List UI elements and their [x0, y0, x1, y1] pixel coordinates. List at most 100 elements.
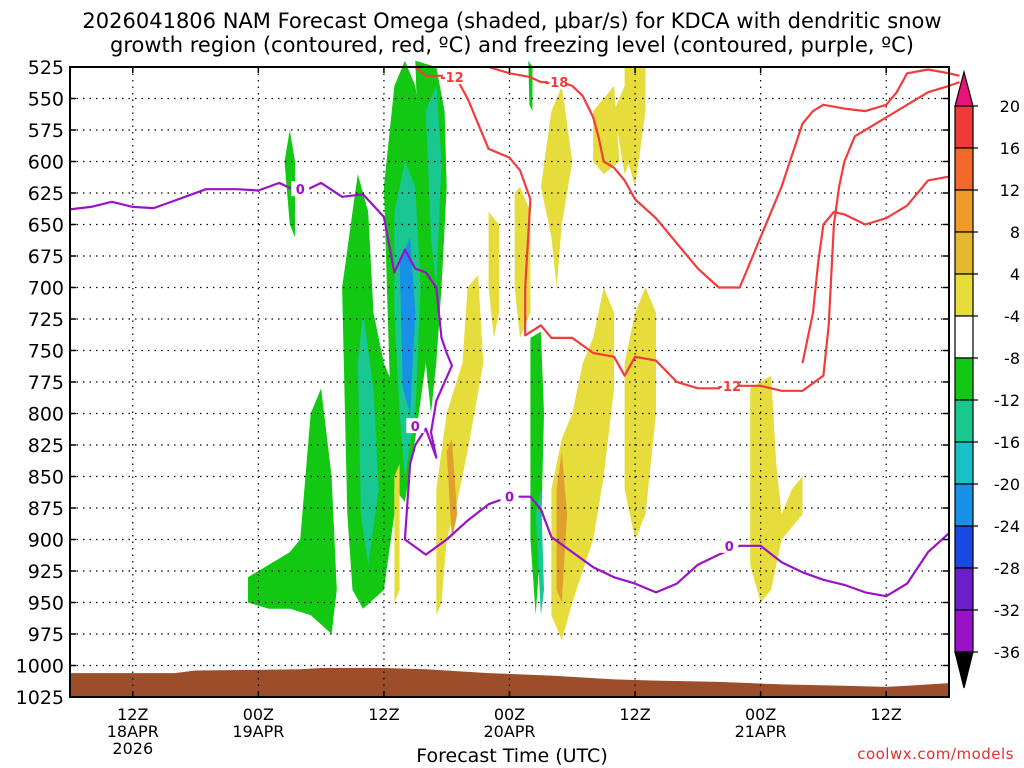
colorbar-top-arrow: [954, 69, 974, 107]
chart-title-line-2: growth region (contoured, red, ºC) and f…: [110, 33, 914, 57]
y-tick-label: 550: [28, 89, 64, 111]
x-tick-label: 00Z: [243, 705, 274, 724]
x-tick-label: 00Z: [745, 705, 776, 724]
y-tick-label: 1025: [16, 687, 64, 709]
y-tick-label: 575: [28, 120, 64, 142]
colorbar-label: -8: [1004, 349, 1020, 368]
y-tick-label: 775: [28, 372, 64, 394]
contour-line: [69, 181, 950, 598]
colorbar-segment: [954, 231, 974, 275]
y-tick-label: 750: [28, 341, 64, 363]
y-tick-label: 625: [28, 183, 64, 205]
colorbar-label: -32: [994, 601, 1020, 620]
y-tick-label: 875: [28, 498, 64, 520]
x-tick-label: 00Z: [494, 705, 525, 724]
omega-blob: [624, 287, 656, 540]
contour-label: -18: [545, 76, 569, 91]
y-tick-label: 800: [28, 404, 64, 426]
colorbar-segment: [954, 273, 974, 317]
omega-blob: [436, 274, 484, 616]
omega-blob: [399, 237, 416, 414]
omega-blob: [247, 388, 337, 634]
omega-blob: [425, 85, 442, 288]
y-tick-label: 725: [28, 309, 64, 331]
colorbar-segment: [954, 189, 974, 233]
colorbar-segment: [954, 609, 974, 653]
terrain-layer: [70, 668, 949, 697]
colorbar-bottom-arrow: [954, 651, 974, 689]
contour-label-bg: [500, 488, 519, 504]
colorbar-label: 16: [1000, 139, 1020, 158]
y-tick-label: 900: [28, 530, 64, 552]
x-tick-label: 21APR: [735, 722, 787, 741]
colorbar-segment: [954, 441, 974, 485]
y-tick-label: 600: [28, 152, 64, 174]
x-tick-label: 12Z: [871, 705, 902, 724]
omega-blob: [556, 451, 568, 603]
contour-label-bg: [442, 69, 461, 85]
omega-blob: [514, 186, 531, 338]
contour-label-bg: [291, 181, 310, 197]
omega-blob: [488, 211, 499, 338]
axes-layer: 525 550 575 600 625 650 675 700 725 750 775 800 825 8…: [16, 57, 950, 758]
x-tick-label: 2026: [112, 739, 153, 758]
y-tick-label: 700: [28, 278, 64, 300]
y-tick-label: 975: [28, 624, 64, 646]
contour-label: 0: [411, 420, 420, 435]
grid-layer: [70, 67, 949, 697]
x-tick-label: 18APR: [107, 722, 159, 741]
contour-label: 0: [725, 540, 734, 555]
colorbar-label: -36: [994, 643, 1020, 662]
omega-blob: [593, 85, 620, 175]
contour-label-bg: [406, 418, 425, 434]
contour-label-bg: [720, 537, 739, 553]
omega-blob: [535, 489, 544, 616]
watermark: coolwx.com/models: [857, 745, 1014, 763]
x-tick-label: 12Z: [368, 705, 399, 724]
y-tick-label: 950: [28, 593, 64, 615]
contour-line: [801, 175, 950, 364]
omega-blob: [357, 312, 379, 565]
y-tick-label: 650: [28, 215, 64, 237]
omega-blob: [530, 331, 544, 616]
omega-shading-layer: [247, 60, 803, 641]
omega-blob: [284, 130, 295, 238]
y-tick-label: 675: [28, 246, 64, 268]
colorbar-segment: [954, 399, 974, 443]
omega-blob: [750, 375, 803, 603]
y-tick-label: 1000: [16, 656, 64, 678]
contour-line: [488, 65, 960, 289]
omega-blob: [446, 438, 458, 540]
contour-line: [414, 66, 960, 392]
omega-blob: [528, 60, 533, 112]
colorbar-segment: [954, 567, 974, 611]
x-tick-label: 19APR: [232, 722, 284, 741]
x-tick-label: 12Z: [619, 705, 650, 724]
contour-label: -12: [440, 71, 464, 86]
x-tick-label: 12Z: [117, 705, 148, 724]
colorbar-segment: [954, 147, 974, 191]
colorbar-segment: [954, 525, 974, 569]
colorbar-label: 12: [1000, 181, 1020, 200]
colorbar-segment: [954, 105, 974, 149]
colorbar-label: -16: [994, 433, 1020, 452]
colorbar-label: -4: [1004, 307, 1020, 326]
omega-blob: [394, 463, 400, 603]
colorbar-label: -28: [994, 559, 1020, 578]
colorbar-label: 8: [1010, 223, 1020, 242]
contour-label: 0: [296, 183, 305, 198]
colorbar-label: 20: [1000, 97, 1020, 116]
colorbar-segment: [954, 315, 974, 359]
colorbar-segment: [954, 483, 974, 527]
x-axis-label: Forecast Time (UTC): [416, 745, 608, 767]
colorbar: 20 16 12 8 4 -4 -8 -12 -16 -20 -24 -28 -32 -36: [954, 69, 1020, 689]
y-tick-label: 825: [28, 435, 64, 457]
y-tick-label: 850: [28, 467, 64, 489]
colorbar-label: -20: [994, 475, 1020, 494]
terrain-fill: [70, 668, 949, 697]
colorbar-segment: [954, 357, 974, 401]
colorbar-label: -12: [994, 391, 1020, 410]
x-tick-label: 20APR: [483, 722, 535, 741]
plot-frame: [69, 66, 950, 698]
